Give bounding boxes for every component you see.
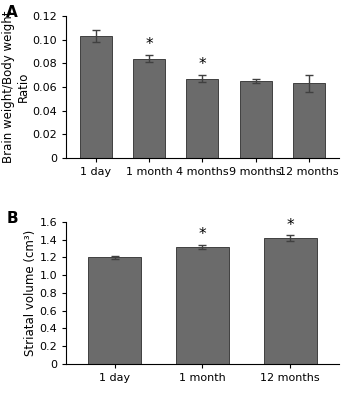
Bar bbox=[264, 238, 317, 364]
Text: *: * bbox=[287, 218, 294, 233]
Text: *: * bbox=[145, 36, 153, 52]
Text: *: * bbox=[199, 57, 206, 72]
Bar bbox=[240, 81, 272, 158]
Bar bbox=[88, 258, 141, 364]
Bar bbox=[133, 59, 165, 158]
Text: B: B bbox=[6, 210, 18, 226]
Bar bbox=[80, 36, 112, 158]
Bar bbox=[176, 247, 229, 364]
Bar bbox=[293, 84, 325, 158]
Text: A: A bbox=[6, 5, 18, 20]
Text: *: * bbox=[199, 227, 206, 242]
Bar bbox=[186, 79, 218, 158]
Y-axis label: Striatal volume (cm³): Striatal volume (cm³) bbox=[24, 230, 37, 356]
Y-axis label: Brain weight/Body weight
Ratio: Brain weight/Body weight Ratio bbox=[2, 11, 30, 163]
